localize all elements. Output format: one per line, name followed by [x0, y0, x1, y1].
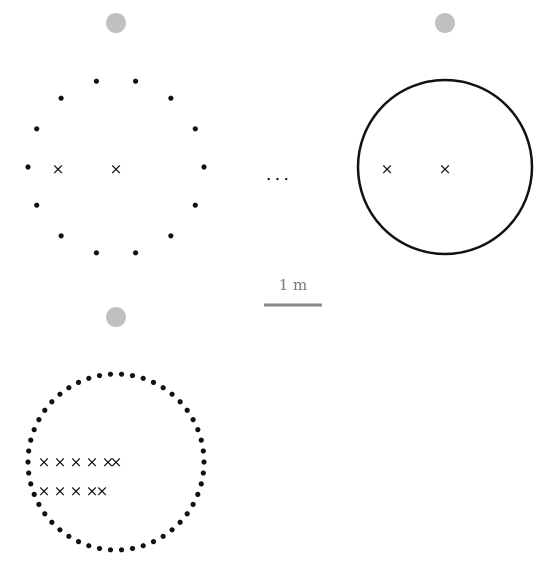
ring-dot: [201, 164, 207, 170]
ring-dot: [25, 164, 31, 170]
ring-dot: [107, 547, 114, 553]
cross-mark: ×: [70, 453, 83, 471]
ring-dot: [190, 501, 196, 507]
ring-dot: [58, 233, 64, 239]
ring-dot: [34, 126, 40, 132]
ring-dot: [28, 437, 34, 443]
ring-dot: [169, 391, 175, 397]
ring-dot: [93, 250, 100, 256]
cross-mark: ×: [381, 160, 394, 178]
ring-dot: [200, 470, 206, 476]
ring-dot: [49, 399, 55, 405]
ring-dot: [129, 545, 136, 552]
cross-mark: ×: [38, 482, 51, 500]
marker-top-left: [106, 13, 126, 33]
ring-dot: [150, 379, 157, 385]
ring-dot: [107, 371, 114, 377]
ring-dot: [58, 95, 64, 101]
ring-dot: [177, 399, 183, 405]
ring-dot: [198, 437, 204, 443]
ring-dot: [42, 407, 48, 413]
ring-dot: [118, 547, 125, 553]
ring-dot: [160, 385, 166, 391]
ring-dot: [96, 545, 103, 552]
ring-dot: [31, 427, 37, 433]
ring-dot: [198, 481, 204, 487]
ring-dot: [132, 78, 139, 84]
dense-dot-ring: [25, 371, 207, 553]
scale-bar-label: 1 m: [279, 276, 308, 294]
ring-dot: [168, 233, 174, 239]
cross-mark: ×: [52, 160, 65, 178]
ring-dot: [195, 427, 201, 433]
ring-dot: [132, 250, 139, 256]
cross-mark: ×: [110, 453, 123, 471]
ring-dot: [31, 491, 37, 497]
ring-dot: [57, 527, 63, 533]
ring-dot: [96, 372, 103, 379]
ring-dot: [75, 539, 82, 545]
ring-dot: [86, 375, 92, 381]
discrete-dot-ring: [25, 78, 207, 256]
ring-dot: [129, 372, 136, 379]
ring-dot: [140, 375, 146, 381]
ring-dot: [140, 543, 146, 549]
cross-mark: ×: [86, 453, 99, 471]
ring-dot: [28, 481, 34, 487]
continuous-ring: [356, 78, 534, 256]
cross-mark: ×: [110, 160, 123, 178]
ring-dot: [177, 519, 183, 525]
ring-dot: [26, 448, 32, 454]
ring-dot: [93, 78, 100, 84]
ring-dot: [26, 470, 32, 476]
ring-dot: [118, 371, 125, 377]
ring-dot: [86, 543, 92, 549]
ring-dot: [184, 407, 190, 413]
ring-dot: [66, 385, 72, 391]
ring-dot: [75, 379, 82, 385]
ring-dot: [169, 527, 175, 533]
cross-mark: ×: [439, 160, 452, 178]
ring-dot: [184, 511, 190, 517]
ring-dot: [190, 417, 196, 423]
ring-dot: [49, 519, 55, 525]
ring-dot: [201, 459, 207, 465]
marker-bottom-left: [106, 307, 126, 327]
interior-crosses: × × × × × × × × × × ×: [38, 453, 123, 500]
ring-dot: [34, 202, 40, 208]
cross-mark: ×: [70, 482, 83, 500]
ring-dot: [200, 448, 206, 454]
ring-dot: [192, 202, 198, 208]
ring-dot: [25, 459, 31, 465]
ring-dot: [42, 511, 48, 517]
ring-dot: [36, 417, 42, 423]
cross-mark: ×: [96, 482, 109, 500]
ring-dot: [150, 539, 157, 545]
cross-mark: ×: [54, 482, 67, 500]
cross-mark: ×: [102, 453, 115, 471]
ring-dot: [36, 501, 42, 507]
cross-mark: ×: [86, 482, 99, 500]
ring-dot: [66, 533, 72, 539]
cross-mark: ×: [38, 453, 51, 471]
ring-dot: [195, 491, 201, 497]
ring-dot: [168, 95, 174, 101]
ring-dot: [160, 533, 166, 539]
ring-dot: [57, 391, 63, 397]
cross-mark: ×: [54, 453, 67, 471]
marker-top-right: [435, 13, 455, 33]
ellipsis: ...: [266, 164, 292, 185]
ring-dot: [192, 126, 198, 132]
